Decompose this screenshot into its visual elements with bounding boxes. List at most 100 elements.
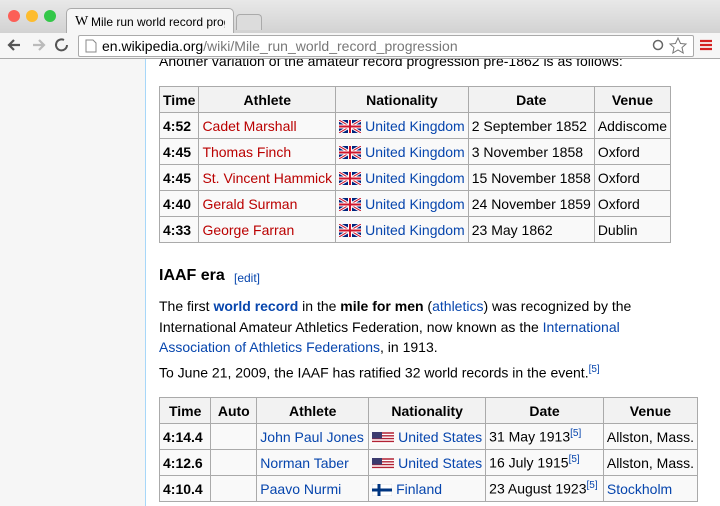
time: 4:14.4 [163,428,203,445]
auto-cell [210,449,258,476]
nationality-cell: United Kingdom [335,112,469,139]
table-row: 4:10.4 Paavo Nurmi Finland 23 August 1923[5… [158,475,699,502]
athlete-cell: Norman Taber [256,449,370,476]
venue: Addiscome [597,117,668,134]
venue-cell: Allston, Mass. [602,423,699,450]
column-header: Date [485,397,604,424]
nationality-cell: United Kingdom [335,164,469,191]
time-cell: 4:12.6 [158,449,212,476]
uk-flag [338,222,362,238]
bookmark-star[interactable] [668,36,688,54]
nationality-link[interactable]: United States [398,428,483,445]
date: 23 August 1923 [489,480,587,497]
zoom-button[interactable] [44,10,56,22]
bold-text: mile for men [340,298,424,314]
table-row: 4:40 Gerald Surman United Kingdom 24 Novemb… [158,190,672,217]
venue: Oxford [597,143,640,160]
address-bar[interactable]: en.wikipedia.org/wiki/Mile_run_world_rec… [78,35,694,57]
new-tab-button[interactable] [236,14,262,30]
column-header: Athlete [198,86,337,113]
nationality-link[interactable]: United States [398,454,483,471]
athlete-link[interactable]: Thomas Finch [202,143,292,160]
text: The first [159,298,214,314]
link[interactable]: athletics [432,298,484,314]
table-row: 4:45 St. Vincent Hammick United Kingdom 15 … [158,164,672,191]
reference[interactable]: [5] [568,454,580,466]
date: 2 September 1852 [471,117,587,134]
link[interactable]: International Association of Athletics F… [159,318,620,356]
athlete-cell: Gerald Surman [198,190,337,217]
reference-wrap: [5] [570,428,581,439]
nationality-link[interactable]: United Kingdom [365,195,465,212]
table-row: 4:45 Thomas Finch United Kingdom 3 November… [158,138,672,165]
zoom-icon[interactable] [652,39,664,51]
nav-buttons [7,38,68,52]
athlete-link[interactable]: Paavo Nurmi [260,480,342,497]
edit-link[interactable]: [edit] [234,271,261,285]
nationality-cell: United States [368,449,487,476]
nationality-link[interactable]: United Kingdom [365,117,465,134]
viewport: Another variation of the amateur record … [0,59,720,506]
athlete-cell: St. Vincent Hammick [198,164,337,191]
venue[interactable]: Stockholm [606,480,673,497]
nationality-link[interactable]: United Kingdom [365,143,465,160]
athlete-cell: John Paul Jones [256,423,370,450]
section-heading: IAAF era [159,267,225,284]
nationality-link[interactable]: Finland [396,480,443,497]
athlete-link[interactable]: John Paul Jones [260,428,364,445]
time: 4:10.4 [163,480,203,497]
link[interactable]: world record [213,298,299,314]
uk-flag [338,170,362,186]
menu-button[interactable] [699,38,713,52]
athlete-link[interactable]: St. Vincent Hammick [202,169,333,186]
header-row: Time Athlete Nationality Date Venue [158,86,672,113]
athlete-link[interactable]: George Farran [202,221,295,238]
date-cell: 23 August 1923[5] [485,475,604,502]
venue-cell: Allston, Mass. [602,449,699,476]
reload-button[interactable] [55,38,68,52]
reference[interactable]: [5] [570,428,582,440]
finland-flag [371,483,393,496]
nationality-cell: United States [368,423,487,450]
athlete-link[interactable]: Norman Taber [260,454,349,471]
amateur-record-table: Time Athlete Nationality Date Venue 4:52… [158,86,672,243]
minimize-button[interactable] [26,10,38,22]
date-cell: 24 November 1859 [467,190,595,217]
athlete-link[interactable]: Gerald Surman [202,195,298,212]
tab[interactable]: W Mile run world record progression [66,8,234,34]
iaaf-record-table: Time Auto Athlete Nationality Date Venue… [158,397,699,502]
article-content: Another variation of the amateur record … [145,59,720,506]
reference[interactable]: [5] [586,480,598,492]
close-button[interactable] [8,10,20,22]
venue-cell: Stockholm [602,475,699,502]
text: , in 1913. [380,339,438,355]
reference-wrap: [5] [569,454,580,465]
forward-button[interactable] [33,39,46,51]
nationality-cell: United Kingdom [335,216,469,243]
athlete-cell: Thomas Finch [198,138,337,165]
table-row: 4:52 Cadet Marshall United Kingdom 2 Septem… [158,112,672,139]
nationality-link[interactable]: United Kingdom [365,169,465,186]
date-cell: 2 September 1852 [467,112,595,139]
back-button[interactable] [7,39,20,51]
time-cell: 4:45 [158,164,200,191]
paragraph: To June 21, 2009, the IAAF has ratified … [159,364,600,381]
auto-cell [210,423,258,450]
reference[interactable]: [5] [588,364,600,375]
column-header: Nationality [368,397,487,424]
column-header: Time [158,397,212,424]
tab-title: Mile run world record progression [91,15,225,29]
venue-cell: Oxford [593,138,672,165]
athlete-link[interactable]: Cadet Marshall [202,117,297,134]
date: 15 November 1858 [471,169,591,186]
nationality-link[interactable]: United Kingdom [365,221,465,238]
time: 4:45 [163,169,192,186]
url-host: en.wikipedia.org [102,38,204,54]
uk-flag [338,144,362,160]
column-header: Time [158,86,200,113]
time-cell: 4:10.4 [158,475,212,502]
athlete-cell: George Farran [198,216,337,243]
table-row: 4:33 George Farran United Kingdom 23 May 18… [158,216,672,243]
column-header: Venue [602,397,699,424]
